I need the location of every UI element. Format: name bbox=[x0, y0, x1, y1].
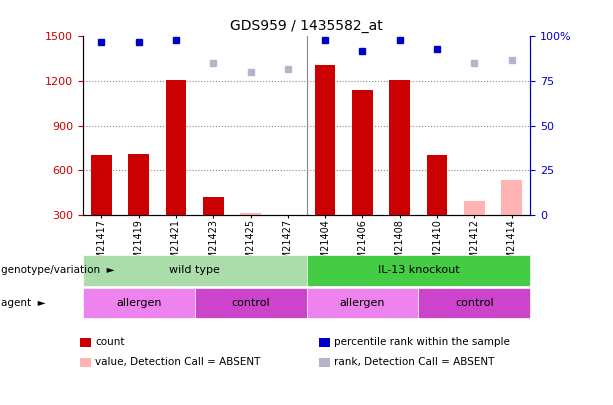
Text: allergen: allergen bbox=[116, 298, 161, 308]
Text: control: control bbox=[455, 298, 493, 308]
Text: rank, Detection Call = ABSENT: rank, Detection Call = ABSENT bbox=[334, 358, 495, 367]
Text: wild type: wild type bbox=[169, 265, 220, 275]
Bar bbox=[315, 65, 335, 215]
Bar bbox=[352, 90, 373, 215]
Bar bbox=[83, 288, 195, 318]
Bar bbox=[306, 255, 530, 286]
Bar bbox=[240, 213, 261, 215]
Text: allergen: allergen bbox=[340, 298, 385, 308]
Bar bbox=[464, 201, 484, 215]
Bar bbox=[306, 288, 418, 318]
Text: control: control bbox=[231, 298, 270, 308]
Bar bbox=[418, 288, 530, 318]
Bar bbox=[195, 288, 306, 318]
Bar bbox=[166, 79, 186, 215]
Bar bbox=[129, 154, 149, 215]
Bar bbox=[83, 255, 306, 286]
Text: value, Detection Call = ABSENT: value, Detection Call = ABSENT bbox=[95, 358, 261, 367]
Title: GDS959 / 1435582_at: GDS959 / 1435582_at bbox=[230, 19, 383, 33]
Bar bbox=[501, 181, 522, 215]
Text: IL-13 knockout: IL-13 knockout bbox=[378, 265, 459, 275]
Text: percentile rank within the sample: percentile rank within the sample bbox=[334, 337, 510, 347]
Bar bbox=[278, 215, 298, 228]
Bar bbox=[203, 197, 224, 215]
Bar bbox=[91, 155, 112, 215]
Text: agent  ►: agent ► bbox=[1, 298, 46, 308]
Bar bbox=[389, 79, 410, 215]
Bar bbox=[427, 155, 447, 215]
Text: count: count bbox=[95, 337, 124, 347]
Text: genotype/variation  ►: genotype/variation ► bbox=[1, 265, 115, 275]
